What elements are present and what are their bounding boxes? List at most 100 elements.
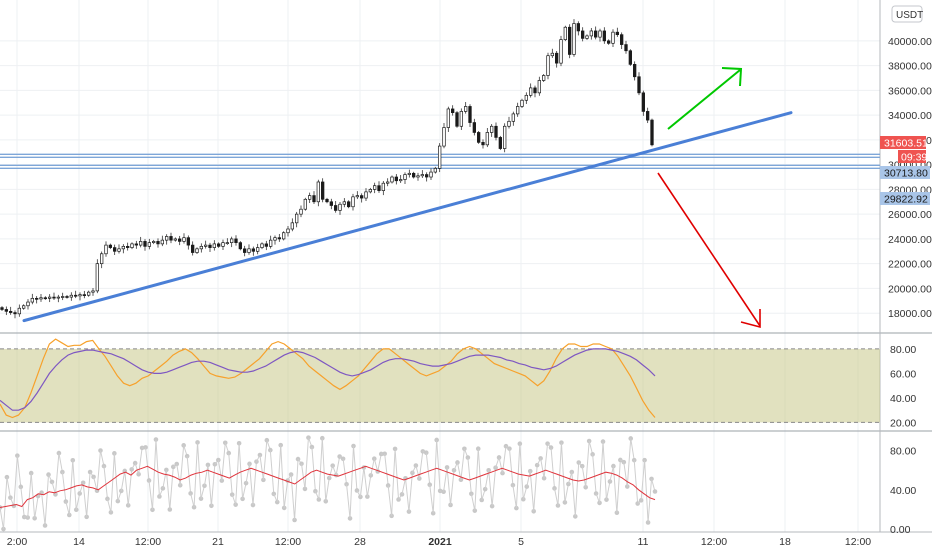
oscillator-2-segment [87,472,90,517]
candle-body [534,88,537,93]
candle-body [157,241,160,243]
oscillator-2-segment [3,477,6,529]
candle [183,233,186,243]
oscillator-2-segment [166,470,169,510]
candle-body [538,80,541,92]
candle-body [14,313,17,314]
candle-body [347,202,350,207]
candle-body [417,176,420,177]
oscillator-1-tick-label: 80.00 [890,344,916,356]
candle-body [213,244,216,248]
candle-body [252,249,255,251]
level-lower-text: 29822.92 [884,194,928,206]
candle [70,292,73,301]
trendline[interactable] [24,113,791,321]
oscillator-2-segment [603,442,606,500]
oscillator-2-segment [170,467,173,510]
candle [399,175,402,183]
oscillator-2-segment [343,459,346,484]
price-tick-label: 18000.00 [888,308,932,320]
oscillator-2-dot [535,463,540,468]
oscillator-2-segment [471,494,474,511]
candle [152,240,155,244]
oscillator-2-segment [461,449,464,480]
oscillator-2-segment [544,444,547,479]
candle-body [633,64,636,76]
candle-body [555,53,558,63]
oscillator-2-segment [634,460,637,503]
candle-body [360,196,363,198]
candle-body [386,182,389,183]
candle [239,241,242,250]
oscillator-2-segment [270,450,273,494]
candle [321,178,324,202]
candle-body [217,244,220,246]
oscillator-2-segment [478,449,481,500]
candle-body [139,241,142,245]
candle-body [174,239,177,240]
candle-body [113,248,116,252]
candle [378,181,381,193]
candle-body [586,36,589,38]
oscillator-2-tick-label: 40.00 [890,485,916,497]
price-tick-label: 24000.00 [888,234,932,246]
candle-body [629,51,632,65]
oscillator-2-segment [125,471,128,505]
candle-body [473,123,476,133]
candle [616,28,619,37]
candle [87,291,90,297]
oscillator-2-segment [600,442,603,503]
oscillator-2-segment [565,484,568,502]
oscillator-2-segment [319,438,322,499]
oscillator-2-segment [613,466,616,513]
oscillator-2-segment [624,462,627,486]
candle-body [118,249,121,251]
candle-body [477,132,480,142]
candle-body [5,309,8,311]
candle-body [490,126,493,132]
oscillator-2-segment [0,507,3,529]
candle-body [460,111,463,126]
candle-body [330,202,333,206]
candle-body [131,244,134,248]
oscillator-2-segment [156,440,159,497]
oscillator-2-segment [405,478,408,511]
oscillator-2-segment [260,455,263,480]
candle-body [300,209,303,214]
candle-body [525,95,528,100]
candle-body [126,246,129,247]
candle-body [261,244,264,248]
projection-arrow-up[interactable] [668,68,741,129]
candle [40,294,43,302]
oscillator-2-segment [392,449,395,516]
candle-body [295,214,298,223]
price-tick-label: 34000.00 [888,110,932,122]
candle [313,191,316,204]
projection-arrow-down[interactable] [658,173,760,327]
oscillator-2-segment [582,466,585,487]
time-tick-label: 12:00 [845,536,871,548]
candle [308,193,311,203]
last-price-text: 31603.51 [884,138,928,150]
candle-body [122,246,125,248]
oscillator-2-segment [55,453,58,494]
candle [581,27,584,41]
candle [568,24,571,58]
candle [417,173,420,181]
candle [261,242,264,249]
oscillator-2-segment [617,460,620,513]
candle-body [278,238,281,239]
oscillator-2-segment [229,453,232,495]
candle-body [399,179,402,180]
candle [287,226,290,236]
oscillator-2-segment [302,464,305,489]
currency-badge[interactable]: USDT [892,6,923,22]
oscillator-2-segment [648,479,651,523]
oscillator-2-segment [336,457,339,476]
oscillator-2-segment [367,475,370,496]
candle-body [269,240,272,246]
oscillator-2-segment [402,478,405,494]
